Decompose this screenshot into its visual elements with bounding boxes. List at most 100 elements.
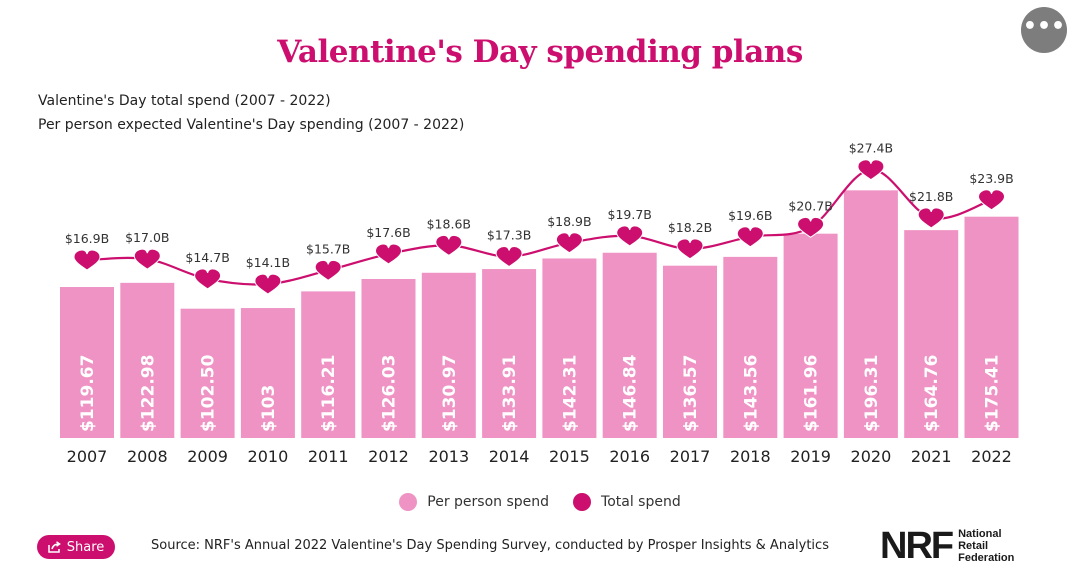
- total-label-2018: $19.6B: [728, 208, 772, 223]
- x-tick-2015: 2015: [549, 447, 590, 466]
- bar-label-2019: $161.96: [802, 355, 822, 432]
- x-tick-2008: 2008: [127, 447, 168, 466]
- logo-text: National Retail Federation: [958, 528, 1014, 564]
- bar-label-2020: $196.31: [862, 355, 882, 432]
- bar-label-2013: $130.97: [440, 355, 460, 432]
- chart-legend: Per person spend Total spend: [0, 493, 1080, 511]
- heart-marker-2008: [133, 248, 161, 270]
- total-label-2008: $17.0B: [125, 230, 169, 245]
- x-tick-2011: 2011: [308, 447, 349, 466]
- total-label-2021: $21.8B: [909, 189, 953, 204]
- bar-label-2010: $103: [259, 385, 279, 432]
- x-tick-2021: 2021: [911, 447, 952, 466]
- total-label-2019: $20.7B: [788, 198, 832, 213]
- total-label-2010: $14.1B: [246, 255, 290, 270]
- bar-2007: [60, 287, 114, 438]
- x-tick-2009: 2009: [187, 447, 228, 466]
- heart-marker-2010: [254, 273, 282, 295]
- heart-marker-2016: [616, 225, 644, 247]
- heart-marker-2013: [435, 234, 463, 257]
- bar-label-2011: $116.21: [319, 355, 339, 432]
- logo-line-3: Federation: [958, 552, 1015, 564]
- x-tick-2022: 2022: [971, 447, 1012, 466]
- heart-marker-2021: [917, 207, 945, 229]
- bar-2018: [723, 256, 778, 438]
- bar-2017: [663, 265, 717, 438]
- bar-2010: [240, 308, 295, 438]
- heart-marker-2019: [797, 216, 825, 238]
- bar-2009: [180, 308, 235, 438]
- ellipsis-icon: •••: [1022, 14, 1066, 39]
- total-label-2016: $19.7B: [608, 207, 652, 222]
- subtitle-per-person: Per person expected Valentine's Day spen…: [38, 117, 465, 133]
- heart-marker-2017: [676, 238, 704, 260]
- source-note: Source: NRF's Annual 2022 Valentine's Da…: [151, 538, 829, 553]
- bar-2012: [361, 279, 416, 438]
- nrf-logo: NRF National Retail Federation: [880, 527, 1014, 565]
- x-tick-2014: 2014: [489, 447, 530, 466]
- share-label: Share: [66, 539, 105, 555]
- bar-2008: [120, 282, 175, 438]
- bar-2014: [482, 269, 537, 438]
- legend-swatch-per-person: [399, 493, 418, 511]
- bar-label-2012: $126.03: [380, 355, 400, 432]
- heart-marker-2014: [495, 246, 523, 268]
- bar-2021: [904, 230, 959, 438]
- share-button[interactable]: Share: [37, 535, 115, 559]
- x-tick-2018: 2018: [730, 447, 771, 466]
- bar-2016: [602, 252, 657, 438]
- total-spend-line: [86, 168, 992, 286]
- total-label-2011: $15.7B: [306, 241, 350, 256]
- bar-label-2008: $122.98: [138, 355, 158, 432]
- more-options-button[interactable]: •••: [1021, 7, 1067, 53]
- x-tick-2007: 2007: [67, 447, 108, 466]
- legend-item-per-person[interactable]: Per person spend: [399, 493, 549, 511]
- subtitle-total: Valentine's Day total spend (2007 - 2022…: [38, 93, 331, 109]
- bar-label-2016: $146.84: [621, 354, 641, 432]
- heart-marker-2018: [736, 226, 764, 248]
- logo-line-1: National: [958, 528, 1002, 540]
- heart-marker-2011: [314, 259, 342, 281]
- legend-label-total: Total spend: [601, 494, 681, 510]
- bar-2019: [783, 233, 838, 438]
- bar-label-2009: $102.50: [199, 354, 219, 432]
- bar-label-2015: $142.31: [560, 355, 580, 432]
- bar-label-2018: $143.56: [741, 355, 761, 432]
- bar-label-2017: $136.57: [681, 355, 701, 432]
- x-tick-2013: 2013: [428, 447, 469, 466]
- heart-marker-2015: [555, 232, 583, 254]
- x-tick-2020: 2020: [851, 447, 892, 466]
- heart-marker-2009: [194, 268, 222, 290]
- total-label-2013: $18.6B: [427, 216, 471, 231]
- bar-2011: [301, 291, 356, 438]
- heart-marker-2012: [374, 243, 403, 265]
- bar-label-2014: $133.91: [500, 355, 520, 432]
- bar-label-2007: $119.67: [78, 355, 98, 432]
- bar-2015: [542, 258, 597, 438]
- total-label-2012: $17.6B: [366, 225, 410, 240]
- total-label-2007: $16.9B: [65, 231, 109, 246]
- heart-marker-2007: [73, 249, 101, 271]
- total-label-2017: $18.2B: [668, 220, 712, 235]
- legend-item-total[interactable]: Total spend: [573, 493, 681, 511]
- x-tick-2010: 2010: [248, 447, 289, 466]
- bar-2013: [421, 272, 476, 438]
- legend-label-per-person: Per person spend: [427, 494, 550, 510]
- total-label-2009: $14.7B: [185, 250, 229, 265]
- total-label-2014: $17.3B: [487, 228, 531, 243]
- total-label-2020: $27.4B: [849, 141, 893, 156]
- x-tick-2019: 2019: [790, 447, 831, 466]
- logo-line-2: Retail: [958, 540, 989, 552]
- total-label-2022: $23.9B: [969, 171, 1013, 186]
- total-label-2015: $18.9B: [547, 214, 591, 229]
- bar-2022: [964, 216, 1019, 438]
- logo-mark: NRF: [880, 525, 954, 567]
- bar-label-2021: $164.76: [922, 355, 942, 432]
- x-tick-2016: 2016: [609, 447, 650, 466]
- share-icon: [47, 541, 61, 553]
- x-tick-2017: 2017: [670, 447, 711, 466]
- bar-2020: [843, 190, 898, 438]
- bar-label-2022: $175.41: [983, 355, 1003, 432]
- x-tick-2012: 2012: [368, 447, 409, 466]
